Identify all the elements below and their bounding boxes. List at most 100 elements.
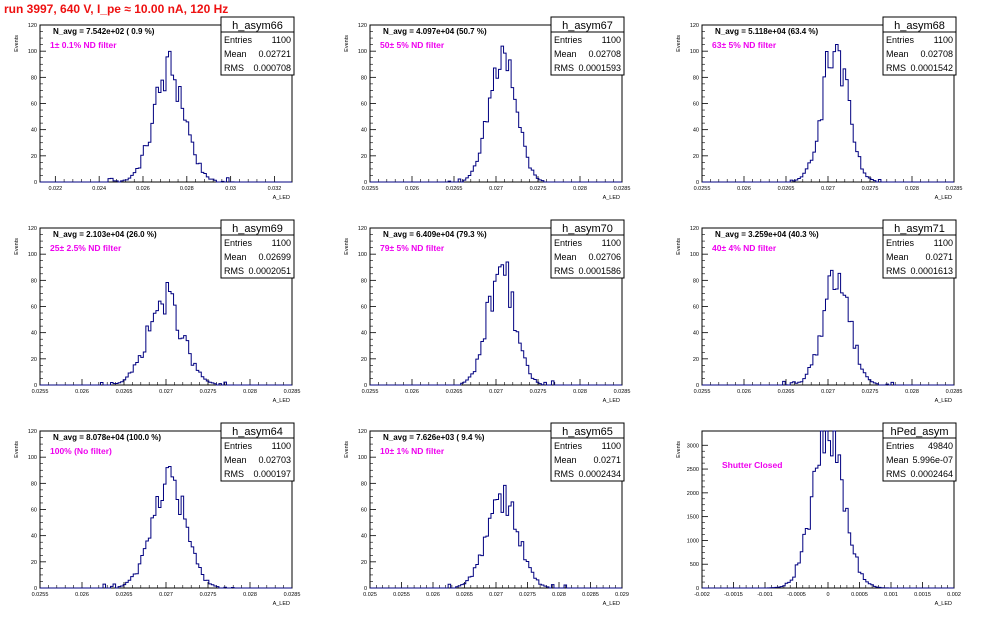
x-tick-label: 0.0265	[456, 592, 473, 598]
y-tick-label: 100	[28, 252, 37, 258]
stat-label: RMS	[886, 266, 906, 276]
y-tick-label: 60	[31, 102, 37, 108]
stat-label: RMS	[554, 266, 574, 276]
y-tick-label: 120	[358, 429, 367, 435]
stats-box-frame	[220, 219, 295, 279]
x-tick-label: 0.028	[573, 389, 587, 395]
stats-box-frame	[550, 16, 625, 76]
stat-value: 0.0271	[925, 252, 953, 262]
histogram-name: h_asym64	[232, 426, 283, 438]
y-tick-label: 20	[693, 357, 699, 363]
y-tick-label: 60	[361, 102, 367, 108]
stat-value: 0.0001542	[910, 63, 953, 73]
stat-label: Mean	[224, 252, 247, 262]
histogram-name: h_asym67	[562, 20, 613, 32]
y-tick-label: 20	[361, 154, 367, 160]
histogram-panel-hPed_asym: 0 500 1000 1500 2000 2500 3000 -0.002 -0.0015 -0.…	[676, 422, 961, 607]
stat-value: 1100	[602, 238, 621, 248]
x-tick-label: -0.002	[694, 592, 710, 598]
x-tick-label: 0.0275	[862, 186, 879, 192]
stat-label: RMS	[224, 469, 244, 479]
y-tick-label: 120	[28, 429, 37, 435]
stats-box: h_asym65 Entries 1100 Mean 0.0271 RMS 0.000243…	[550, 422, 625, 482]
stat-label: Mean	[554, 49, 577, 59]
histogram-panel-h_asym67: 0 20 40 60 80 100 120 0.0255 0.026 0.0265 0.027 0.0…	[344, 16, 630, 201]
y-tick-label: 20	[31, 154, 37, 160]
stat-value: 1100	[934, 238, 953, 248]
stat-label: Mean	[224, 455, 247, 465]
x-axis-title: A_LED	[603, 601, 620, 607]
stat-value: 1100	[602, 441, 621, 451]
stats-box: h_asym67 Entries 1100 Mean 0.02708 RMS 0.00015…	[550, 16, 625, 76]
x-tick-label: 0.0255	[393, 592, 410, 598]
y-tick-label: 20	[361, 357, 367, 363]
y-tick-label: 120	[358, 226, 367, 232]
x-tick-label: 0.027	[821, 186, 835, 192]
y-tick-label: 100	[358, 455, 367, 461]
stat-label: Entries	[554, 35, 583, 45]
stat-value: 0.02699	[258, 252, 291, 262]
navg-label: N_avg = 5.118e+04 (63.4 %)	[715, 27, 819, 36]
y-tick-label: 60	[693, 305, 699, 311]
histogram-panel-h_asym71: 0 20 40 60 80 100 120 0.0255 0.026 0.0265 0.027 0.0…	[676, 219, 962, 404]
y-tick-label: 0	[696, 586, 699, 592]
x-tick-label: 0.028	[905, 186, 919, 192]
stat-value: 0.000708	[253, 63, 291, 73]
y-tick-label: 60	[693, 102, 699, 108]
x-tick-label: 0.027	[489, 389, 503, 395]
histogram-name: h_asym69	[232, 223, 283, 235]
y-axis-title: Events	[14, 441, 20, 458]
stat-label: Mean	[886, 49, 909, 59]
y-tick-label: 100	[690, 252, 699, 258]
x-tick-label: 0.028	[905, 389, 919, 395]
stat-value: 1100	[272, 441, 291, 451]
x-tick-label: 0.024	[92, 186, 106, 192]
x-tick-label: 0.0285	[582, 592, 599, 598]
stat-label: RMS	[224, 266, 244, 276]
histogram-name: h_asym66	[232, 20, 283, 32]
y-tick-label: 2000	[687, 491, 699, 497]
y-tick-label: 120	[690, 23, 699, 29]
histogram-line	[702, 269, 954, 386]
stat-label: Mean	[554, 455, 577, 465]
stat-value: 1100	[272, 35, 291, 45]
y-axis-title: Events	[344, 238, 350, 255]
y-tick-label: 80	[361, 481, 367, 487]
y-tick-label: 100	[358, 252, 367, 258]
y-tick-label: 0	[34, 586, 37, 592]
y-tick-label: 100	[28, 455, 37, 461]
histogram-panel-h_asym68: 0 20 40 60 80 100 120 0.0255 0.026 0.0265 0.027 0.0…	[676, 16, 962, 201]
filter-annotation: 1± 0.1% ND filter	[50, 40, 117, 50]
filter-annotation: 100% (No filter)	[50, 446, 112, 456]
x-axis-title: A_LED	[273, 195, 290, 201]
y-tick-label: 120	[28, 226, 37, 232]
stat-label: Entries	[224, 35, 253, 45]
x-tick-label: 0.0255	[362, 186, 379, 192]
y-axis-title: Events	[344, 35, 350, 52]
y-axis-title: Events	[676, 35, 682, 52]
filter-annotation: 40± 4% ND filter	[712, 243, 777, 253]
histogram-line	[40, 50, 292, 183]
x-tick-label: 0.001	[884, 592, 898, 598]
x-tick-label: 0.0275	[862, 389, 879, 395]
y-tick-label: 80	[31, 481, 37, 487]
x-tick-label: 0.0255	[32, 592, 49, 598]
x-tick-label: 0.026	[75, 389, 89, 395]
x-tick-label: 0.0265	[116, 389, 133, 395]
stat-value: 0.02721	[258, 49, 291, 59]
x-tick-label: 0.0275	[200, 389, 217, 395]
histogram-line	[370, 484, 622, 589]
y-tick-label: 60	[361, 305, 367, 311]
x-tick-label: 0.0275	[200, 592, 217, 598]
stat-value: 0.02706	[588, 252, 621, 262]
x-tick-label: 0.0255	[694, 389, 711, 395]
y-tick-label: 20	[31, 560, 37, 566]
run-title: run 3997, 640 V, I_pe ≈ 10.00 nA, 120 Hz	[4, 2, 229, 16]
filter-annotation: 63± 5% ND filter	[712, 40, 777, 50]
stat-label: RMS	[554, 63, 574, 73]
y-tick-label: 100	[358, 49, 367, 55]
x-tick-label: 0.0285	[284, 592, 301, 598]
y-tick-label: 2500	[687, 467, 699, 473]
x-tick-label: 0.027	[489, 186, 503, 192]
